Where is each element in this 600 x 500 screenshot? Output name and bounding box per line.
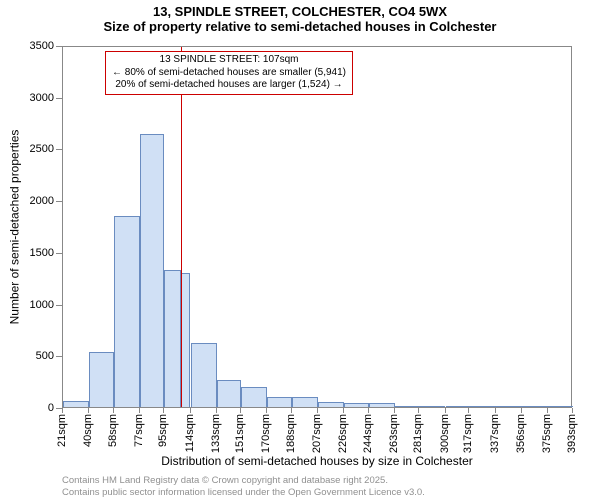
y-tick-label: 3000	[30, 92, 54, 104]
histogram-bar	[267, 397, 292, 407]
x-tick-label: 207sqm	[311, 414, 323, 453]
x-tick-mark	[418, 408, 419, 413]
x-tick-mark	[88, 408, 89, 413]
y-axis: 0500100015002000250030003500	[0, 46, 62, 408]
histogram-bar	[344, 403, 369, 407]
x-tick-label: 300sqm	[439, 414, 451, 453]
annotation-box: 13 SPINDLE STREET: 107sqm ← 80% of semi-…	[105, 51, 353, 95]
x-tick-label: 151sqm	[234, 414, 246, 453]
x-tick-label: 188sqm	[285, 414, 297, 453]
x-tick-mark	[240, 408, 241, 413]
x-tick-mark	[62, 408, 63, 413]
x-tick-label: 21sqm	[56, 414, 68, 447]
x-tick-mark	[139, 408, 140, 413]
histogram-bar	[369, 403, 395, 407]
y-tick-label: 500	[36, 350, 54, 362]
x-tick-label: 58sqm	[107, 414, 119, 447]
footer-line2: Contains public sector information licen…	[62, 487, 425, 498]
x-tick-label: 170sqm	[260, 414, 272, 453]
annotation-line1: 13 SPINDLE STREET: 107sqm	[112, 54, 346, 67]
x-tick-mark	[190, 408, 191, 413]
x-tick-mark	[343, 408, 344, 413]
x-tick-mark	[394, 408, 395, 413]
histogram-bar	[63, 401, 89, 407]
x-tick-label: 244sqm	[362, 414, 374, 453]
x-tick-mark	[445, 408, 446, 413]
x-axis-title: Distribution of semi-detached houses by …	[62, 454, 572, 468]
x-tick-label: 356sqm	[515, 414, 527, 453]
histogram-bars	[63, 47, 571, 407]
x-tick-mark	[468, 408, 469, 413]
x-tick-label: 226sqm	[337, 414, 349, 453]
x-tick-mark	[113, 408, 114, 413]
histogram-bar	[241, 387, 267, 407]
x-tick-label: 114sqm	[184, 414, 196, 452]
histogram-bar	[548, 406, 573, 407]
x-tick-mark	[495, 408, 496, 413]
y-tick-label: 3500	[30, 40, 54, 52]
y-tick-label: 2500	[30, 143, 54, 155]
histogram-bar	[181, 273, 191, 407]
annotation-line3: 20% of semi-detached houses are larger (…	[112, 79, 346, 92]
x-tick-label: 393sqm	[566, 414, 578, 453]
footer-line1: Contains HM Land Registry data © Crown c…	[62, 475, 425, 486]
x-tick-label: 317sqm	[462, 414, 474, 453]
x-tick-label: 95sqm	[157, 414, 169, 447]
title-main: 13, SPINDLE STREET, COLCHESTER, CO4 5WX	[0, 4, 600, 19]
title-block: 13, SPINDLE STREET, COLCHESTER, CO4 5WX …	[0, 0, 600, 34]
y-tick-label: 1000	[30, 299, 54, 311]
histogram-bar	[469, 406, 496, 407]
footer-credit: Contains HM Land Registry data © Crown c…	[62, 475, 425, 498]
x-tick-mark	[368, 408, 369, 413]
x-tick-mark	[266, 408, 267, 413]
x-tick-label: 40sqm	[82, 414, 94, 447]
x-tick-mark	[521, 408, 522, 413]
y-tick-label: 0	[48, 402, 54, 414]
annotation-line2: ← 80% of semi-detached houses are smalle…	[112, 67, 346, 80]
y-tick-label: 1500	[30, 247, 54, 259]
histogram-bar	[446, 406, 469, 407]
x-tick-label: 263sqm	[388, 414, 400, 453]
histogram-bar	[292, 397, 318, 407]
histogram-bar	[140, 134, 165, 407]
histogram-bar	[496, 406, 522, 407]
x-tick-label: 375sqm	[541, 414, 553, 453]
x-tick-mark	[547, 408, 548, 413]
histogram-bar	[522, 406, 548, 407]
histogram-bar	[164, 270, 180, 407]
x-tick-label: 77sqm	[133, 414, 145, 447]
histogram-bar	[318, 402, 344, 407]
chart-container: 13, SPINDLE STREET, COLCHESTER, CO4 5WX …	[0, 0, 600, 500]
histogram-bar	[419, 406, 445, 407]
histogram-bar	[217, 380, 242, 407]
y-tick-label: 2000	[30, 195, 54, 207]
x-tick-mark	[163, 408, 164, 413]
x-tick-label: 133sqm	[210, 414, 222, 453]
title-sub: Size of property relative to semi-detach…	[0, 19, 600, 34]
x-tick-mark	[317, 408, 318, 413]
plot-region: 13 SPINDLE STREET: 107sqm ← 80% of semi-…	[62, 46, 572, 408]
histogram-bar	[395, 406, 420, 407]
histogram-bar	[114, 216, 140, 407]
x-tick-label: 337sqm	[489, 414, 501, 453]
x-tick-mark	[216, 408, 217, 413]
x-tick-mark	[572, 408, 573, 413]
histogram-bar	[89, 352, 114, 407]
x-tick-mark	[291, 408, 292, 413]
histogram-bar	[191, 343, 217, 407]
x-tick-label: 281sqm	[412, 414, 424, 453]
marker-line	[181, 47, 182, 407]
